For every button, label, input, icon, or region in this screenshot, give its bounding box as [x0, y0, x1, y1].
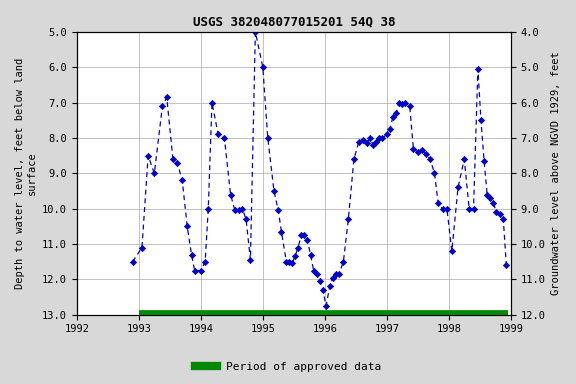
Y-axis label: Groundwater level above NGVD 1929, feet: Groundwater level above NGVD 1929, feet	[551, 51, 561, 295]
Y-axis label: Depth to water level, feet below land
surface: Depth to water level, feet below land su…	[15, 58, 37, 289]
Legend: Period of approved data: Period of approved data	[191, 358, 385, 377]
Title: USGS 382048077015201 54Q 38: USGS 382048077015201 54Q 38	[192, 15, 395, 28]
